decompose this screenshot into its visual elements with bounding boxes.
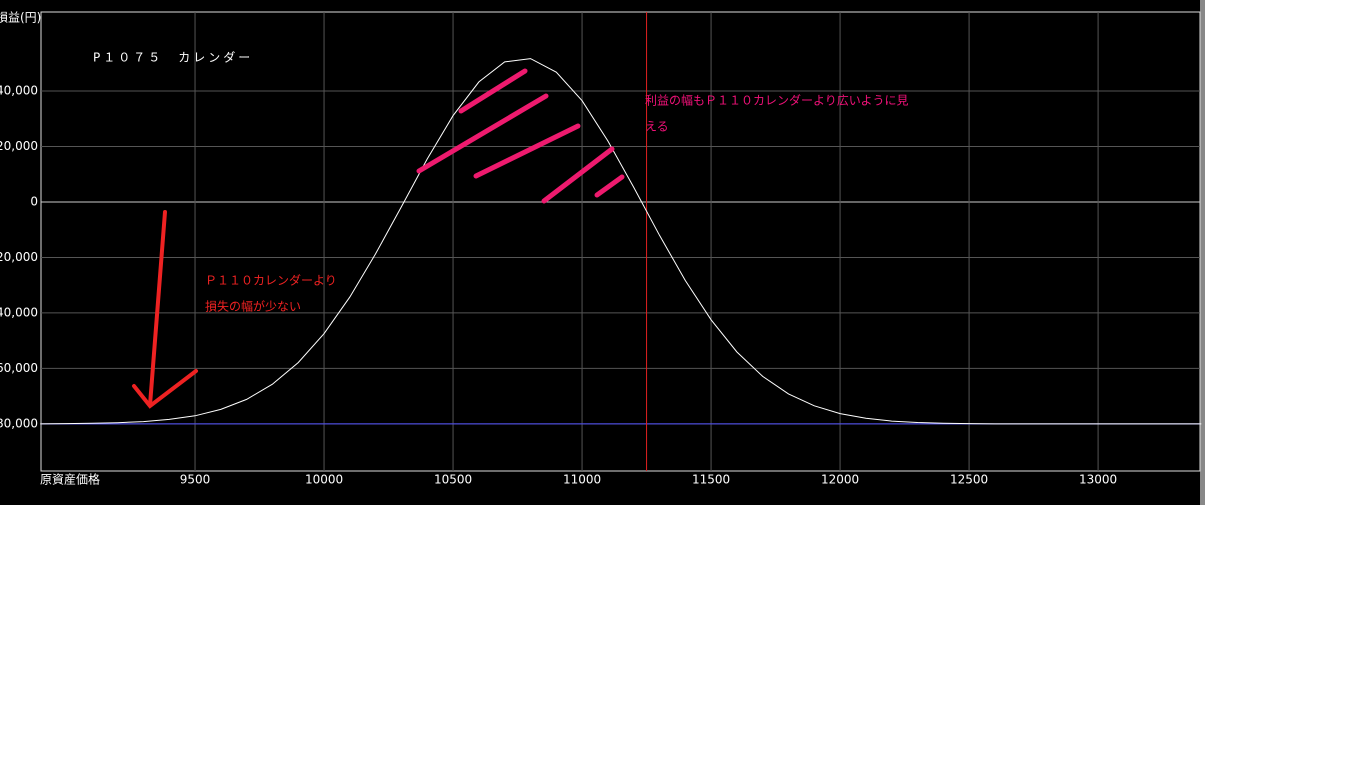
arrow	[132, 210, 198, 409]
y-tick-label: -60,000	[0, 361, 38, 375]
plot-border	[40, 11, 1201, 472]
chart-title: P１０７５ カレンダー	[93, 50, 253, 65]
x-tick-label: 10500	[434, 473, 472, 487]
stroke	[416, 93, 549, 174]
scrollbar	[1200, 0, 1205, 505]
annotation: える	[645, 120, 669, 134]
y-axis-label: 損益(円)	[0, 10, 41, 25]
stroke	[541, 146, 615, 204]
background	[0, 0, 1205, 505]
arrow-shaft	[148, 210, 167, 407]
y-tick-label: -20,000	[0, 250, 38, 264]
annotation: Ｐ１１０カレンダーより	[205, 273, 337, 288]
x-tick-label: 13000	[1079, 473, 1117, 487]
annotation: 利益の幅もＰ１１０カレンダーより広いように見	[645, 93, 909, 108]
stroke	[473, 123, 581, 179]
y-tick-label: -40,000	[0, 305, 38, 319]
y-tick-label: -80,000	[0, 416, 38, 430]
highlight-strokes	[416, 68, 625, 204]
stroke	[594, 174, 625, 198]
y-tick-label: 20,000	[0, 139, 38, 153]
x-tick-label: 12000	[821, 473, 859, 487]
x-tick-label: 11000	[563, 473, 601, 487]
stroke	[458, 68, 528, 114]
annotation: 損失の幅が少ない	[205, 299, 301, 314]
x-axis-label: 原資産価格	[40, 472, 100, 487]
y-tick-label: 0	[30, 194, 38, 208]
arrow-head	[132, 369, 198, 409]
profit-curve	[40, 58, 1202, 425]
x-tick-label: 12500	[950, 473, 988, 487]
x-tick-label: 10000	[305, 473, 343, 487]
y-tick-label: 40,000	[0, 84, 38, 98]
x-tick-label: 11500	[692, 473, 730, 487]
marks: 40,000 20,000 0 -20,000 -40,000 -60,000 -80,00…	[0, 12, 1202, 487]
x-tick-label: 9500	[180, 473, 211, 487]
